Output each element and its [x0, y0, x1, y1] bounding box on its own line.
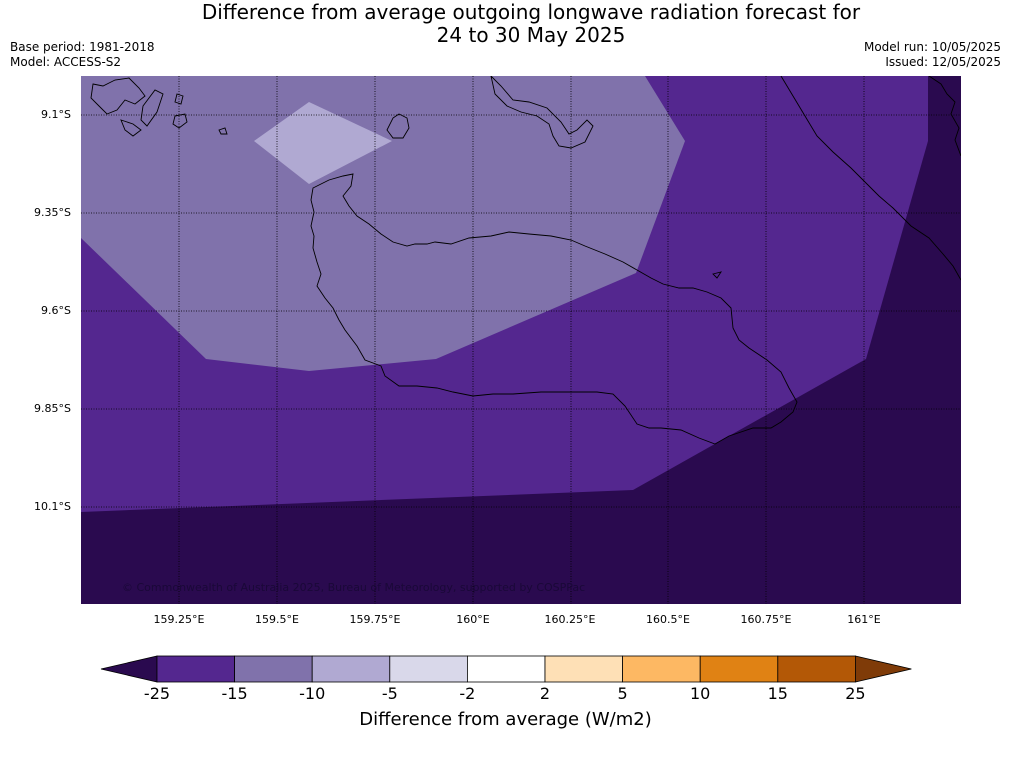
colorbar-tick-label: -15: [221, 684, 248, 703]
colorbar-tick-label: 2: [539, 684, 551, 703]
lat-label-10-1: 10.1°S: [34, 500, 71, 513]
lat-label-9-1: 9.1°S: [41, 108, 71, 121]
issued-date: Issued: 12/05/2025: [885, 55, 1001, 69]
colorbar-tick-label: -25: [143, 684, 171, 703]
colorbar-box: [699, 655, 779, 683]
region-10-5: [254, 102, 392, 184]
lon-label-161: 161°E: [847, 613, 881, 626]
colorbar-box: [622, 655, 701, 683]
colorbar-box: [466, 655, 546, 683]
colorbar-box: [389, 655, 468, 683]
map-title: Difference from average outgoing longwav…: [0, 1, 1011, 47]
lon-label-160-75: 160.75°E: [740, 613, 792, 626]
meta-right: Model run: 10/05/2025 Issued: 12/05/2025: [864, 40, 1001, 70]
colorbar-box: [544, 655, 623, 683]
colorbar-box: [777, 655, 856, 683]
map-panel: © Commonwealth of Australia 2025, Bureau…: [81, 76, 961, 604]
lon-label-160-5: 160.5°E: [646, 613, 690, 626]
colorbar-tick-label: -2: [459, 684, 476, 703]
colorbar-extend-low: [100, 655, 158, 683]
lat-label-9-85: 9.85°S: [34, 402, 71, 415]
lat-label-9-6: 9.6°S: [41, 304, 71, 317]
colorbar-tick-label: -10: [299, 684, 326, 703]
graticule: [81, 76, 961, 604]
title-line-1: Difference from average outgoing longwav…: [201, 0, 861, 24]
base-period: Base period: 1981-2018: [10, 40, 155, 54]
lon-label-159-75: 159.75°E: [349, 613, 401, 626]
colorbar-title: Difference from average (W/m2): [359, 709, 652, 730]
colorbar-tick-label: 5: [617, 684, 628, 703]
lon-label-160-25: 160.25°E: [544, 613, 596, 626]
colorbar-tick-label: 10: [690, 684, 711, 703]
colorbar-tick-label: 25: [845, 684, 866, 703]
colorbar-tick-label: -5: [381, 684, 398, 703]
lon-label-160: 160°E: [456, 613, 490, 626]
colorbar-tick-label: 15: [767, 684, 788, 703]
colorbar: [100, 655, 912, 683]
lon-label-159-25: 159.25°E: [153, 613, 205, 626]
title-line-2: 24 to 30 May 2025: [436, 23, 626, 47]
colorbar-extend-high: [855, 655, 912, 683]
coastline: [90, 76, 961, 445]
region-15-10: [81, 76, 685, 371]
colorbar-box: [234, 655, 313, 683]
meta-left: Base period: 1981-2018 Model: ACCESS-S2: [10, 40, 155, 70]
lat-label-9-35: 9.35°S: [34, 206, 71, 219]
colorbar-box: [311, 655, 391, 683]
model-run: Model run: 10/05/2025: [863, 40, 1001, 54]
colorbar-box: [156, 655, 235, 683]
copyright-text: © Commonwealth of Australia 2025, Bureau…: [122, 581, 585, 594]
lon-label-159-5: 159.5°E: [255, 613, 299, 626]
model-name: Model: ACCESS-S2: [10, 55, 122, 69]
